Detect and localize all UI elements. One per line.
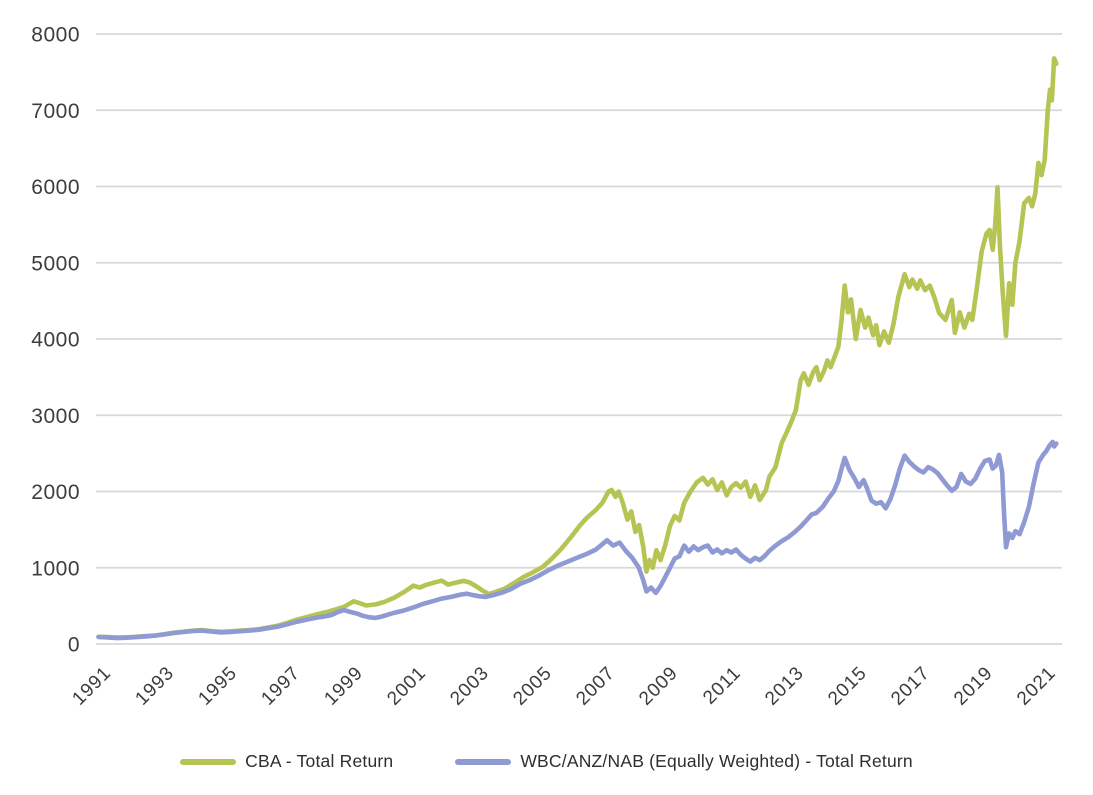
- x-axis-tick-label: 2001: [383, 663, 430, 710]
- x-axis-tick-label: 2011: [699, 663, 745, 709]
- legend-swatch-wbc-anz-nab-icon: [455, 758, 512, 765]
- y-axis-tick-label: 1000: [31, 557, 80, 580]
- x-axis-tick-label: 1991: [68, 663, 115, 710]
- y-axis-tick-label: 4000: [31, 329, 80, 352]
- y-axis-tick-label: 7000: [31, 100, 80, 123]
- y-axis-tick-label: 8000: [31, 24, 80, 47]
- x-axis-tick-label: 2017: [887, 663, 934, 710]
- x-axis-tick-label: 2015: [824, 663, 871, 710]
- x-axis-tick-label: 1995: [194, 663, 241, 710]
- series-line-1: [96, 439, 1059, 641]
- y-axis-tick-label: 6000: [31, 176, 80, 199]
- y-axis-tick-label: 2000: [31, 481, 80, 504]
- x-axis-tick-label: 1997: [257, 663, 304, 710]
- x-axis-tick-label: 2005: [509, 663, 556, 710]
- x-axis-tick-label: 2009: [635, 663, 682, 710]
- series-line-0: [96, 56, 1059, 640]
- chart-legend: CBA - Total Return WBC/ANZ/NAB (Equally …: [0, 751, 1093, 772]
- x-axis-tick-label: 2019: [950, 663, 997, 710]
- x-axis-tick-label: 1993: [131, 663, 178, 710]
- x-axis-tick-label: 1999: [320, 663, 367, 710]
- legend-item-cba: CBA - Total Return: [180, 751, 393, 772]
- x-axis-tick-label: 2003: [446, 663, 493, 710]
- y-axis-tick-label: 3000: [31, 405, 80, 428]
- legend-label-wbc-anz-nab: WBC/ANZ/NAB (Equally Weighted) - Total R…: [520, 751, 913, 771]
- legend-label-cba: CBA - Total Return: [245, 751, 394, 771]
- x-axis-tick-label: 2021: [1013, 663, 1060, 710]
- y-axis-tick-label: 0: [68, 634, 80, 657]
- x-axis-tick-label: 2007: [572, 663, 619, 710]
- legend-swatch-cba-icon: [180, 758, 237, 765]
- x-axis-tick-label: 2013: [761, 663, 808, 710]
- legend-item-wbc-anz-nab: WBC/ANZ/NAB (Equally Weighted) - Total R…: [455, 751, 913, 772]
- y-axis-tick-label: 5000: [31, 252, 80, 275]
